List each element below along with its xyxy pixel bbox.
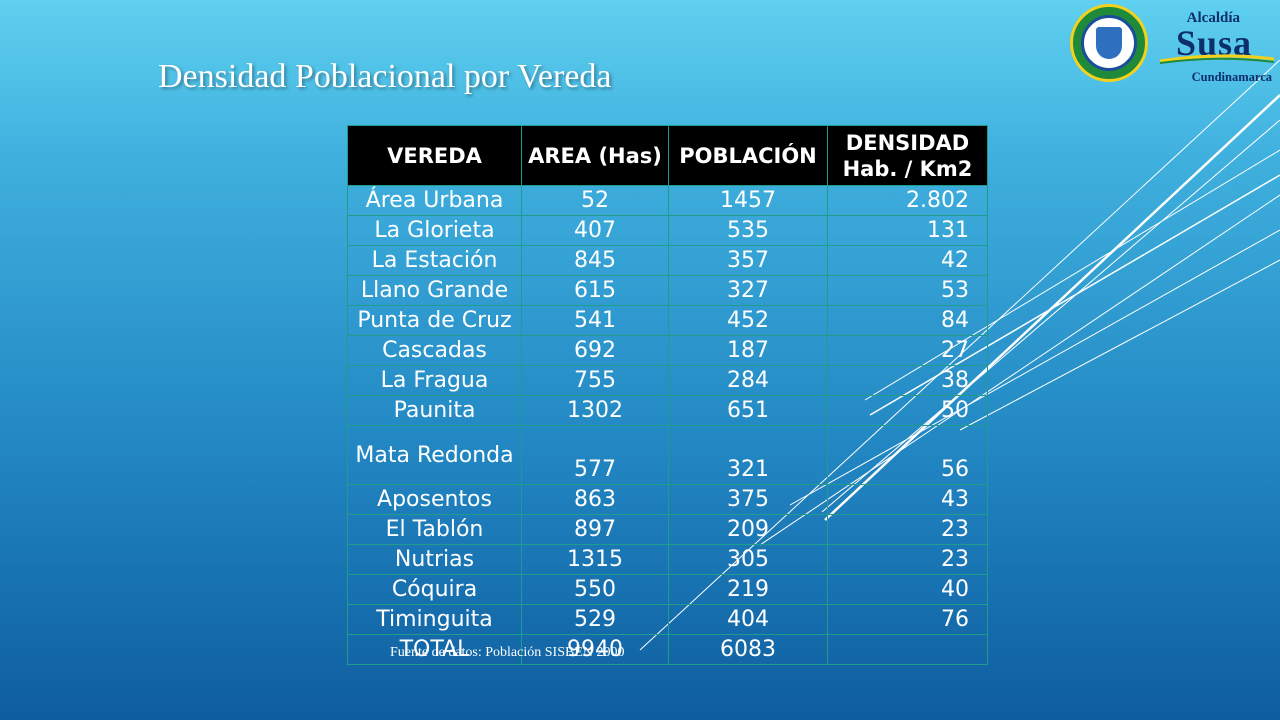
- cell-poblacion: 452: [668, 305, 828, 336]
- cell-densidad: 84: [827, 305, 988, 336]
- table-row: Punta de Cruz 541 452 84: [347, 305, 988, 336]
- cell-vereda: La Estación: [347, 245, 522, 276]
- table-row: Aposentos 863 375 43: [347, 484, 988, 515]
- logo-text-cundinamarca: Cundinamarca: [1191, 70, 1272, 84]
- table-row: Área Urbana 52 1457 2.802: [347, 185, 988, 216]
- header-area: AREA (Has): [521, 125, 669, 186]
- cell-vereda: Llano Grande: [347, 275, 522, 306]
- cell-densidad: 43: [827, 484, 988, 515]
- table-row: Mata Redonda 577 321 56: [347, 425, 988, 485]
- table-row: Llano Grande 615 327 53: [347, 275, 988, 306]
- table-row: La Glorieta 407 535 131: [347, 215, 988, 246]
- cell-vereda: Mata Redonda: [347, 425, 522, 485]
- cell-poblacion: 187: [668, 335, 828, 366]
- slide-title: Densidad Poblacional por Vereda: [158, 58, 612, 95]
- cell-densidad: 42: [827, 245, 988, 276]
- cell-vereda: La Fragua: [347, 365, 522, 396]
- header-vereda: VEREDA: [347, 125, 522, 186]
- cell-poblacion: 535: [668, 215, 828, 246]
- cell-densidad: 38: [827, 365, 988, 396]
- cell-poblacion: 321: [668, 425, 828, 485]
- cell-poblacion: 1457: [668, 185, 828, 216]
- cell-densidad: 131: [827, 215, 988, 246]
- cell-vereda: Nutrias: [347, 544, 522, 575]
- cell-vereda: La Glorieta: [347, 215, 522, 246]
- table-total-row: TOTAL 9940 6083: [347, 634, 988, 665]
- table-row: El Tablón 897 209 23: [347, 514, 988, 545]
- cell-vereda: Punta de Cruz: [347, 305, 522, 336]
- table-row: Timinguita 529 404 76: [347, 604, 988, 635]
- cell-vereda: Cóquira: [347, 574, 522, 605]
- table-header-row: VEREDA AREA (Has) POBLACIÓN DENSIDAD Hab…: [347, 125, 988, 186]
- cell-total-label: TOTAL: [347, 634, 522, 665]
- cell-poblacion: 651: [668, 395, 828, 426]
- cell-vereda: Aposentos: [347, 484, 522, 515]
- table-row: La Fragua 755 284 38: [347, 365, 988, 396]
- cell-total-area: 9940: [521, 634, 669, 665]
- cell-total-poblacion: 6083: [668, 634, 828, 665]
- municipal-seal-icon: [1070, 4, 1148, 82]
- cell-poblacion: 375: [668, 484, 828, 515]
- cell-vereda: Cascadas: [347, 335, 522, 366]
- cell-area: 577: [521, 425, 669, 485]
- table-row: Cascadas 692 187 27: [347, 335, 988, 366]
- cell-area: 407: [521, 215, 669, 246]
- cell-area: 897: [521, 514, 669, 545]
- cell-area: 541: [521, 305, 669, 336]
- cell-poblacion: 284: [668, 365, 828, 396]
- table-row: Paunita 1302 651 50: [347, 395, 988, 426]
- cell-area: 52: [521, 185, 669, 216]
- cell-densidad: 53: [827, 275, 988, 306]
- cell-densidad: 27: [827, 335, 988, 366]
- cell-area: 692: [521, 335, 669, 366]
- header-densidad: DENSIDAD Hab. / Km2: [827, 125, 988, 186]
- header-poblacion: POBLACIÓN: [668, 125, 828, 186]
- cell-vereda: Timinguita: [347, 604, 522, 635]
- cell-area: 1315: [521, 544, 669, 575]
- cell-area: 550: [521, 574, 669, 605]
- cell-vereda: Área Urbana: [347, 185, 522, 216]
- logo-swoosh-icon: [1159, 54, 1275, 64]
- cell-area: 615: [521, 275, 669, 306]
- cell-poblacion: 357: [668, 245, 828, 276]
- cell-area: 1302: [521, 395, 669, 426]
- cell-densidad: 40: [827, 574, 988, 605]
- cell-densidad: 76: [827, 604, 988, 635]
- cell-densidad: 2.802: [827, 185, 988, 216]
- cell-poblacion: 327: [668, 275, 828, 306]
- cell-densidad: 50: [827, 395, 988, 426]
- cell-area: 529: [521, 604, 669, 635]
- cell-poblacion: 305: [668, 544, 828, 575]
- cell-area: 845: [521, 245, 669, 276]
- cell-densidad: 23: [827, 544, 988, 575]
- cell-poblacion: 219: [668, 574, 828, 605]
- cell-vereda: Paunita: [347, 395, 522, 426]
- source-note: Fuente de datos: Población SISBEN 2000: [390, 645, 625, 660]
- table-row: La Estación 845 357 42: [347, 245, 988, 276]
- cell-poblacion: 209: [668, 514, 828, 545]
- cell-densidad: 56: [827, 425, 988, 485]
- cell-area: 863: [521, 484, 669, 515]
- cell-area: 755: [521, 365, 669, 396]
- cell-total-densidad: [827, 634, 988, 665]
- population-density-table: VEREDA AREA (Has) POBLACIÓN DENSIDAD Hab…: [347, 125, 988, 665]
- table-row: Nutrias 1315 305 23: [347, 544, 988, 575]
- logo-text-alcaldia: Alcaldía: [1186, 10, 1240, 26]
- cell-vereda: El Tablón: [347, 514, 522, 545]
- cell-densidad: 23: [827, 514, 988, 545]
- alcaldia-susa-logo: Alcaldía Susa Cundinamarca: [1066, 2, 1280, 88]
- table-row: Cóquira 550 219 40: [347, 574, 988, 605]
- cell-poblacion: 404: [668, 604, 828, 635]
